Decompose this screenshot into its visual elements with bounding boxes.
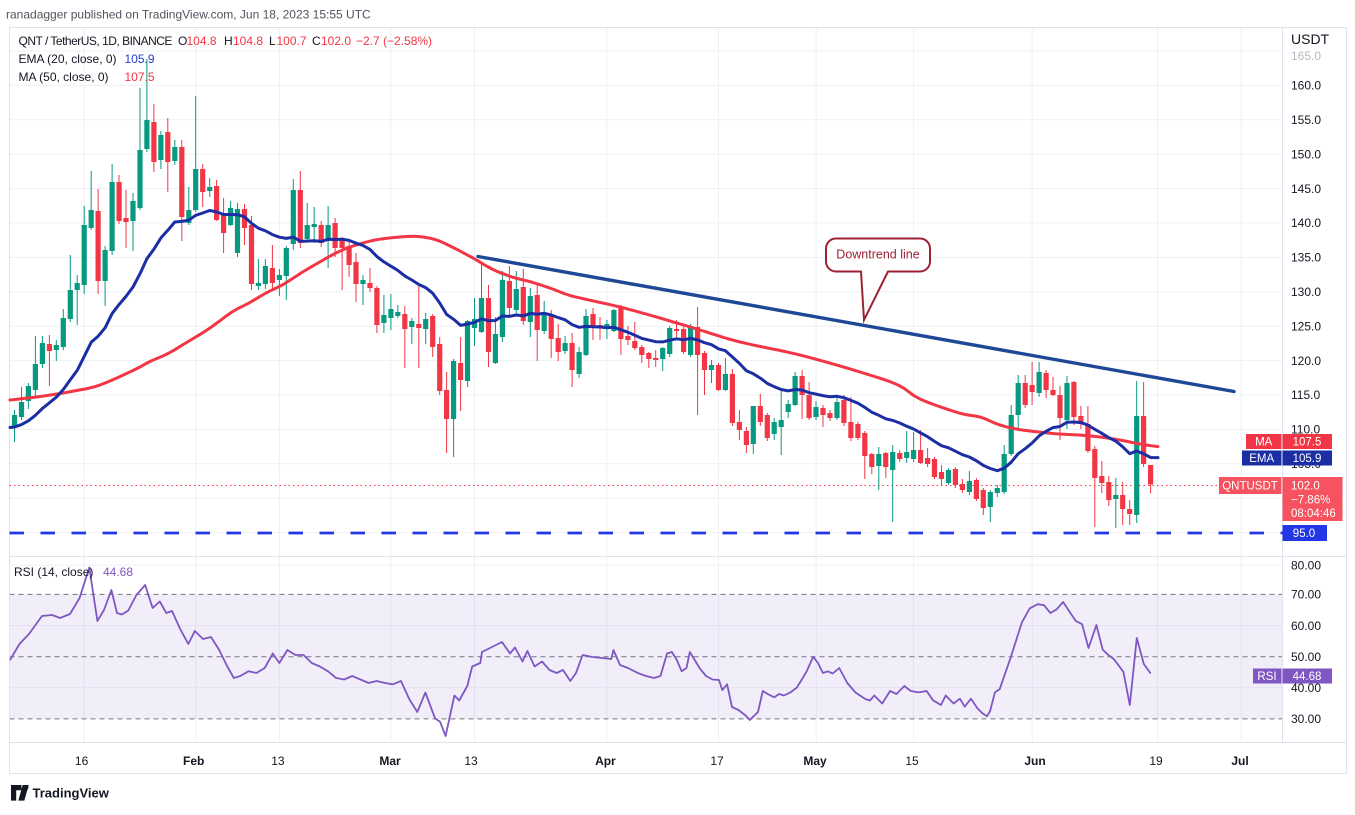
svg-text:QNTUSDT: QNTUSDT xyxy=(1222,481,1278,493)
svg-text:15: 15 xyxy=(905,754,919,768)
svg-text:13: 13 xyxy=(464,754,478,768)
svg-text:13: 13 xyxy=(271,754,285,768)
svg-text:19: 19 xyxy=(1149,754,1163,768)
svg-text:08:04:46: 08:04:46 xyxy=(1291,508,1336,520)
svg-text:105.9: 105.9 xyxy=(1293,453,1322,465)
svg-text:102.0: 102.0 xyxy=(1291,481,1320,493)
svg-text:145.0: 145.0 xyxy=(1291,182,1321,196)
svg-text:102.0: 102.0 xyxy=(321,34,351,48)
svg-text:44.68: 44.68 xyxy=(103,565,133,579)
svg-text:RSI (14, close): RSI (14, close) xyxy=(14,565,93,579)
svg-text:MA (50, close, 0): MA (50, close, 0) xyxy=(19,70,109,84)
svg-text:105.9: 105.9 xyxy=(125,52,155,66)
svg-text:16: 16 xyxy=(75,754,89,768)
svg-text:EMA (20, close, 0): EMA (20, close, 0) xyxy=(19,52,117,66)
svg-text:MA: MA xyxy=(1255,437,1273,449)
svg-text:QNT / TetherUS, 1D, BINANCE: QNT / TetherUS, 1D, BINANCE xyxy=(19,34,173,48)
svg-text:150.0: 150.0 xyxy=(1291,147,1321,161)
svg-text:−2.7 (−2.58%): −2.7 (−2.58%) xyxy=(356,34,432,48)
svg-text:C: C xyxy=(312,34,321,48)
svg-text:Feb: Feb xyxy=(183,754,204,768)
svg-text:165.0: 165.0 xyxy=(1291,49,1321,63)
svg-text:160.0: 160.0 xyxy=(1291,79,1321,93)
svg-text:17: 17 xyxy=(710,754,724,768)
svg-text:Apr: Apr xyxy=(595,754,616,768)
svg-text:May: May xyxy=(803,754,827,768)
svg-text:USDT: USDT xyxy=(1291,31,1330,47)
svg-text:−7.86%: −7.86% xyxy=(1291,495,1330,507)
svg-text:104.8: 104.8 xyxy=(187,34,217,48)
svg-text:104.8: 104.8 xyxy=(233,34,263,48)
svg-text:107.5: 107.5 xyxy=(125,70,155,84)
svg-text:O: O xyxy=(178,34,187,48)
svg-text:L: L xyxy=(269,34,276,48)
svg-text:50.00: 50.00 xyxy=(1291,650,1321,664)
svg-text:40.00: 40.00 xyxy=(1291,681,1321,695)
svg-text:TradingView: TradingView xyxy=(33,786,110,801)
svg-text:44.68: 44.68 xyxy=(1293,671,1322,683)
svg-text:80.00: 80.00 xyxy=(1291,558,1321,572)
svg-text:120.0: 120.0 xyxy=(1291,354,1321,368)
svg-text:RSI: RSI xyxy=(1257,671,1276,683)
svg-text:Jun: Jun xyxy=(1024,754,1045,768)
svg-text:60.00: 60.00 xyxy=(1291,619,1321,633)
svg-text:H: H xyxy=(224,34,233,48)
svg-text:95.0: 95.0 xyxy=(1293,528,1315,540)
svg-text:110.0: 110.0 xyxy=(1291,423,1320,437)
svg-text:Mar: Mar xyxy=(379,754,401,768)
svg-text:130.0: 130.0 xyxy=(1291,285,1321,299)
svg-text:ranadagger published on Tradin: ranadagger published on TradingView.com,… xyxy=(6,8,371,22)
svg-text:70.00: 70.00 xyxy=(1291,588,1321,602)
svg-text:140.0: 140.0 xyxy=(1291,216,1321,230)
svg-text:Jul: Jul xyxy=(1231,754,1248,768)
svg-text:107.5: 107.5 xyxy=(1293,437,1322,449)
svg-text:EMA: EMA xyxy=(1249,453,1274,465)
svg-text:30.00: 30.00 xyxy=(1291,712,1321,726)
svg-text:155.0: 155.0 xyxy=(1291,113,1321,127)
svg-text:Downtrend line: Downtrend line xyxy=(836,248,919,262)
svg-text:100.7: 100.7 xyxy=(277,34,307,48)
svg-text:135.0: 135.0 xyxy=(1291,251,1321,265)
svg-text:125.0: 125.0 xyxy=(1291,319,1321,333)
svg-text:115.0: 115.0 xyxy=(1291,388,1320,402)
